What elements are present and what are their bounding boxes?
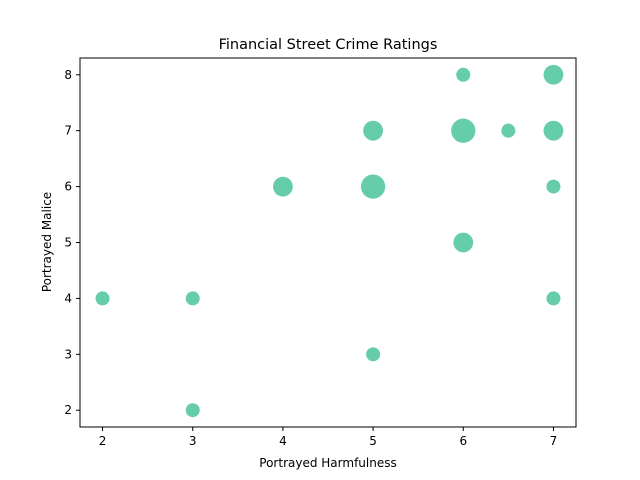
scatter-point-2 [185, 403, 200, 418]
y-axis-ticks: 2 3 4 5 6 7 8 [64, 68, 80, 417]
points-layer [95, 64, 564, 418]
scatter-point-9 [451, 118, 476, 143]
x-tick-label: 2 [99, 434, 107, 448]
scatter-point-7 [363, 120, 383, 141]
x-tick-label: 5 [369, 434, 377, 448]
y-tick-label: 4 [64, 291, 72, 305]
y-axis-label: Portrayed Malice [40, 192, 54, 292]
x-tick-label: 7 [550, 434, 558, 448]
scatter-point-12 [546, 291, 561, 306]
plot-frame [79, 57, 577, 428]
scatter-point-4 [273, 176, 293, 197]
y-tick-label: 3 [64, 347, 72, 361]
y-tick-label: 2 [64, 403, 72, 417]
scatter-point-5 [366, 347, 381, 362]
scatter-point-13 [546, 179, 561, 194]
scatter-point-1 [95, 291, 110, 306]
y-tick-label: 5 [64, 236, 72, 250]
y-tick-label: 8 [64, 68, 72, 82]
scatter-point-8 [453, 232, 474, 253]
scatter-point-3 [185, 291, 200, 306]
x-tick-label: 3 [189, 434, 197, 448]
scatter-point-14 [543, 120, 564, 141]
chart-title: Financial Street Crime Ratings [219, 37, 438, 53]
x-tick-label: 6 [459, 434, 467, 448]
scatter-point-6 [360, 174, 386, 199]
scatter-point-15 [543, 64, 564, 85]
x-axis-ticks: 2 3 4 5 6 7 [99, 427, 558, 448]
scatter-point-11 [501, 123, 516, 138]
y-tick-label: 7 [64, 124, 72, 138]
y-tick-label: 6 [64, 180, 72, 194]
x-tick-label: 4 [279, 434, 287, 448]
scatter-point-10 [456, 67, 471, 82]
x-axis-label: Portrayed Harmfulness [259, 456, 396, 470]
